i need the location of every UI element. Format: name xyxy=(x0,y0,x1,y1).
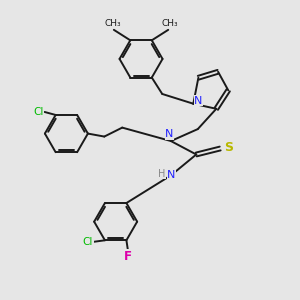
Text: N: N xyxy=(194,96,202,106)
Text: Cl: Cl xyxy=(83,237,93,247)
Text: S: S xyxy=(224,140,233,154)
Text: Cl: Cl xyxy=(33,107,44,117)
Text: H: H xyxy=(158,169,165,179)
Text: F: F xyxy=(124,250,132,262)
Text: N: N xyxy=(167,170,176,180)
Text: N: N xyxy=(165,130,174,140)
Text: CH₃: CH₃ xyxy=(104,19,121,28)
Text: CH₃: CH₃ xyxy=(161,19,178,28)
